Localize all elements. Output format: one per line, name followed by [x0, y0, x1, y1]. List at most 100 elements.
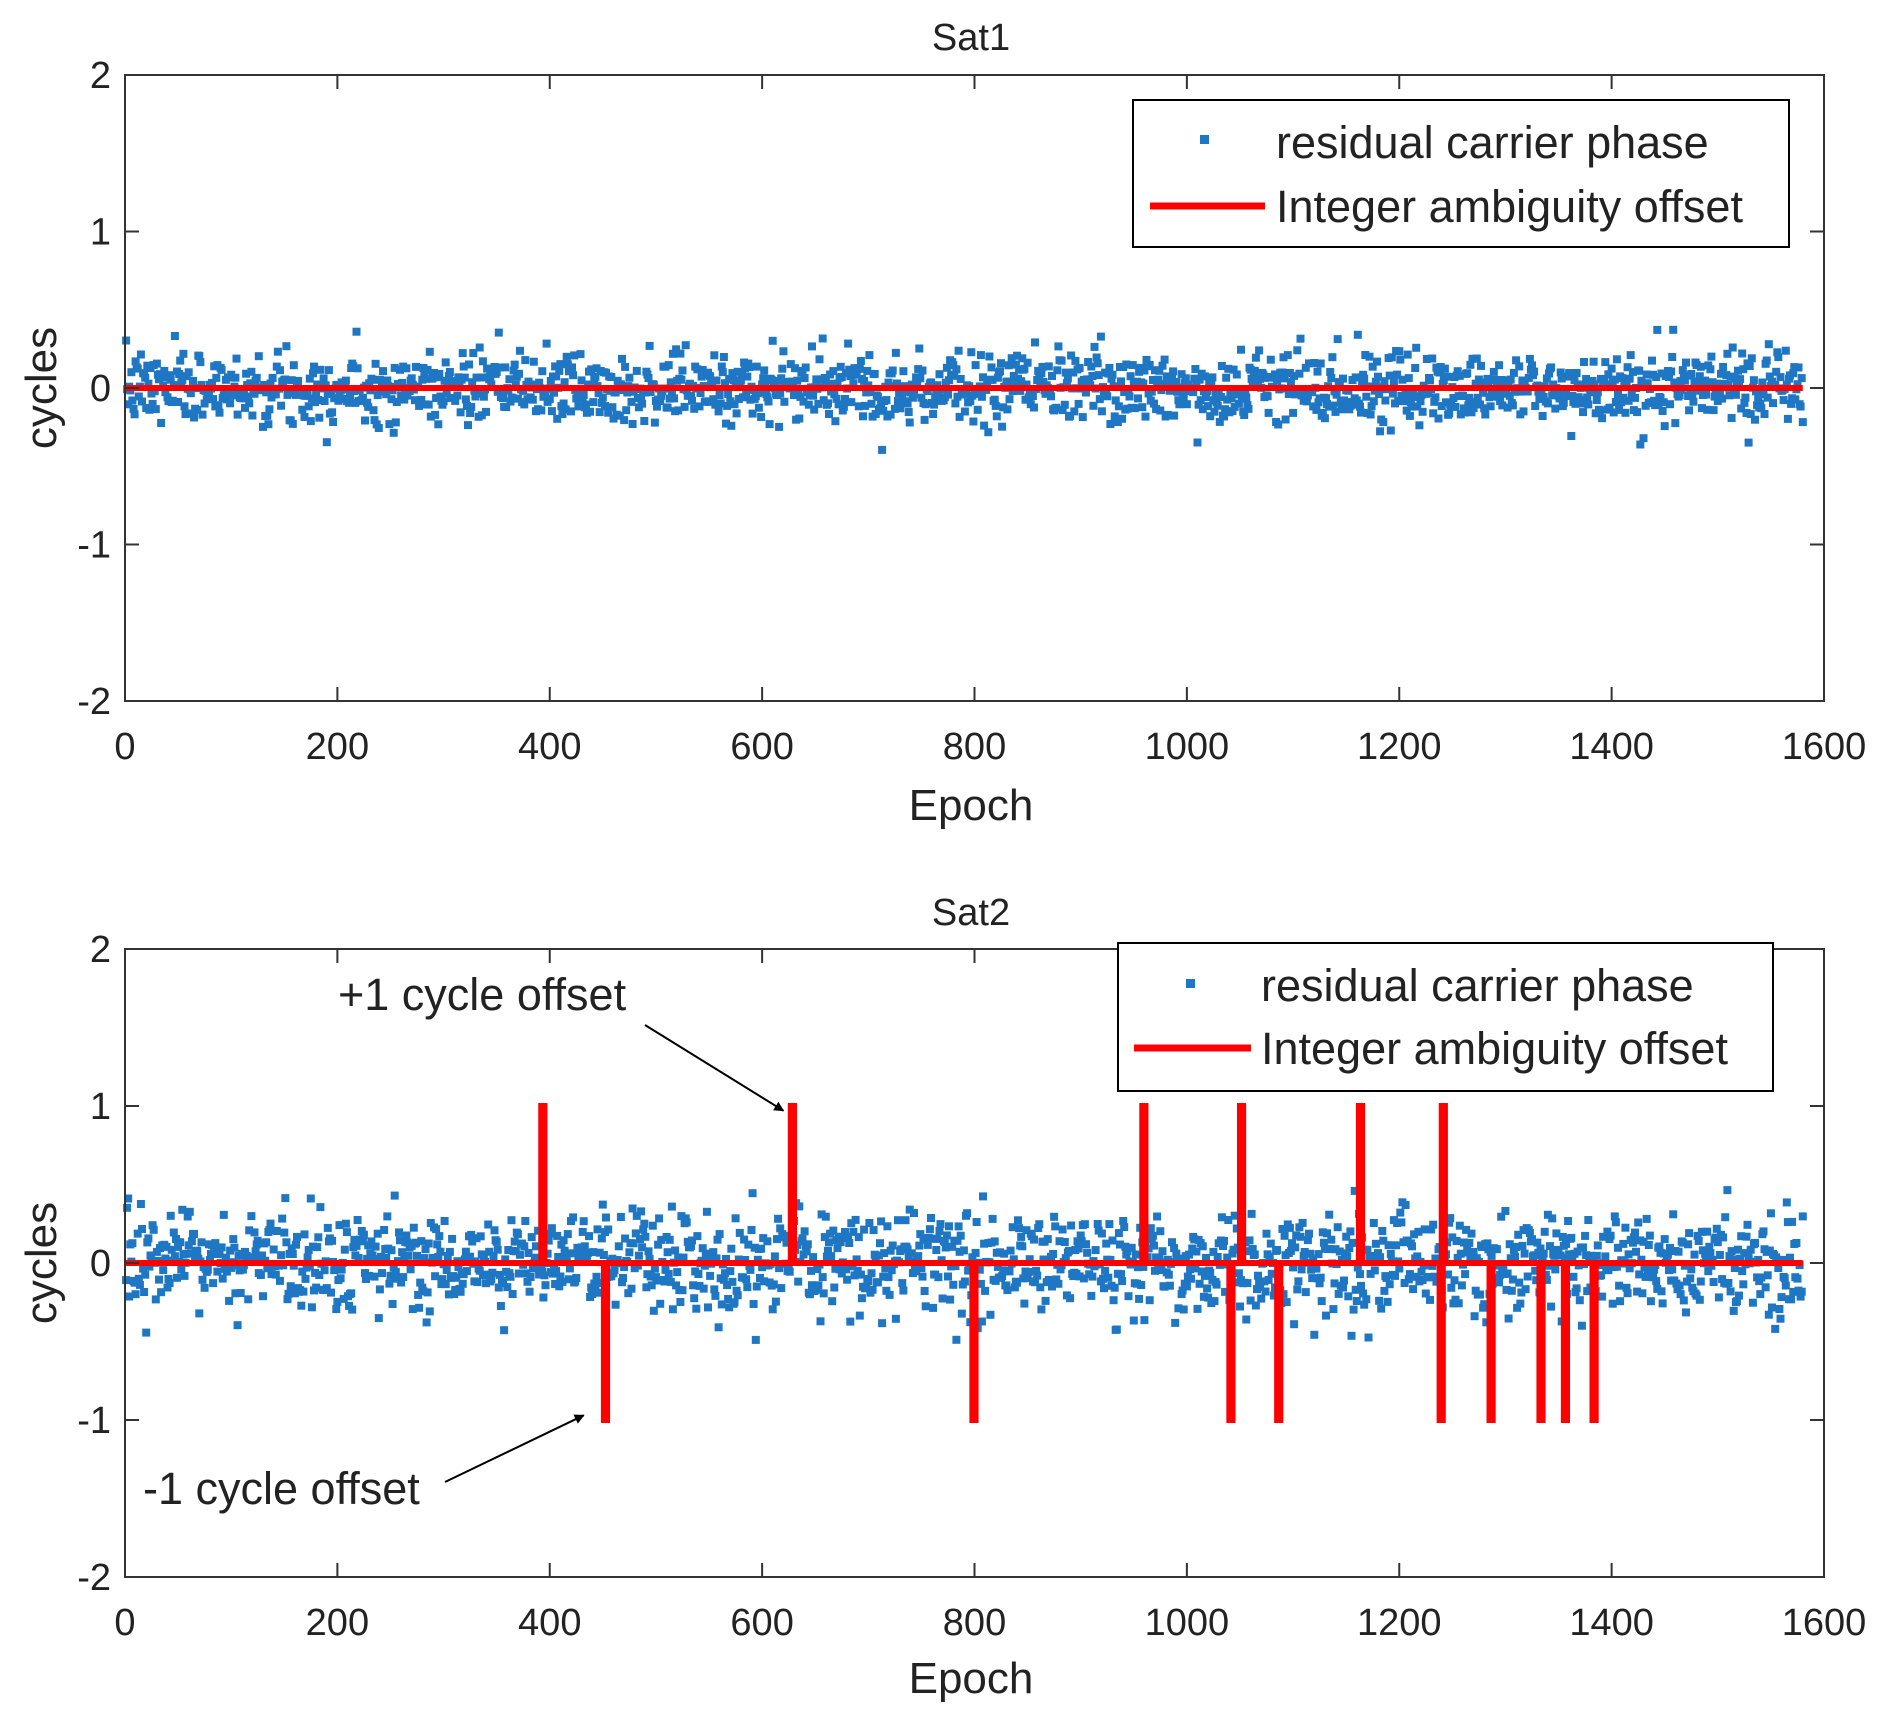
residual-point [432, 394, 441, 403]
residual-point [979, 1192, 987, 1201]
residual-point [1164, 1270, 1173, 1279]
sat2-x-axis-label: Epoch [909, 1654, 1034, 1703]
residual-point [1757, 404, 1766, 413]
residual-point [618, 354, 626, 363]
residual-point [422, 374, 431, 383]
residual-point [688, 396, 696, 405]
residual-point [614, 1242, 623, 1251]
residual-point [921, 400, 930, 409]
residual-point [1632, 1247, 1640, 1256]
residual-point [1251, 353, 1260, 362]
residual-point [1631, 393, 1639, 402]
residual-point [544, 1236, 553, 1245]
residual-point [1105, 1220, 1114, 1229]
residual-point [509, 366, 518, 375]
residual-point [398, 378, 407, 387]
residual-point [1118, 414, 1127, 423]
residual-point [993, 1262, 1002, 1271]
residual-point [1697, 404, 1706, 413]
residual-point [1447, 401, 1456, 410]
x-tick-label: 600 [730, 726, 793, 768]
residual-point [186, 1249, 195, 1258]
residual-point [1502, 1285, 1511, 1294]
residual-point [501, 1255, 510, 1264]
residual-point [1796, 1292, 1805, 1301]
residual-point [499, 394, 507, 402]
residual-point [863, 366, 872, 375]
residual-point [513, 394, 522, 403]
residual-point [468, 1237, 477, 1246]
residual-point [907, 1249, 916, 1258]
residual-point [311, 1268, 320, 1277]
residual-point [1246, 365, 1255, 374]
residual-point [1292, 1231, 1301, 1240]
residual-point [215, 1248, 224, 1257]
residual-point [640, 1219, 649, 1228]
residual-point [715, 391, 724, 399]
residual-point [1386, 1249, 1395, 1258]
residual-point [1228, 407, 1237, 416]
residual-point [1792, 1239, 1801, 1247]
residual-point [1552, 1229, 1561, 1238]
residual-point [370, 416, 379, 425]
residual-point [1273, 1246, 1282, 1254]
residual-point [1371, 377, 1380, 386]
residual-point [1721, 1213, 1730, 1222]
residual-point [761, 377, 770, 386]
residual-point [1020, 364, 1029, 373]
residual-point [127, 368, 136, 377]
residual-point [331, 1263, 340, 1272]
residual-point [209, 1279, 218, 1288]
residual-point [928, 1234, 936, 1243]
residual-point [1028, 392, 1037, 400]
residual-point [849, 379, 858, 388]
residual-point [763, 393, 772, 402]
residual-point [1523, 1272, 1532, 1281]
residual-point [196, 358, 205, 367]
residual-point [1657, 369, 1666, 378]
residual-point [267, 1270, 276, 1279]
residual-point [1082, 1240, 1090, 1249]
residual-point [1704, 1267, 1713, 1276]
residual-point [1242, 1315, 1251, 1324]
residual-point [1706, 1249, 1715, 1258]
residual-point [218, 1274, 227, 1283]
residual-point [1279, 353, 1288, 362]
residual-point [917, 1264, 926, 1273]
residual-point [829, 367, 838, 376]
residual-point [541, 1281, 550, 1290]
residual-point [592, 364, 601, 373]
residual-point [730, 1298, 739, 1307]
residual-point [329, 418, 338, 426]
residual-point [619, 1274, 627, 1282]
residual-point [775, 422, 784, 431]
residual-point [350, 1235, 359, 1244]
residual-point [316, 1203, 325, 1212]
residual-point [402, 364, 411, 373]
residual-point [795, 1202, 804, 1211]
x-tick-label: 400 [518, 726, 581, 768]
residual-point [297, 1301, 306, 1310]
residual-point [1202, 1253, 1210, 1262]
residual-point [1092, 353, 1101, 362]
residual-point [628, 1204, 637, 1213]
residual-point [403, 391, 412, 400]
residual-point [1316, 1273, 1325, 1282]
residual-point [1322, 394, 1330, 403]
residual-point [733, 1291, 742, 1300]
residual-point [1604, 370, 1613, 379]
residual-point [1621, 408, 1630, 417]
residual-point [888, 366, 897, 375]
residual-point [1470, 1312, 1479, 1321]
residual-point [1547, 363, 1556, 372]
residual-point [1037, 369, 1046, 378]
residual-point [229, 391, 238, 400]
residual-point [1229, 1245, 1238, 1254]
residual-point [1087, 362, 1096, 371]
residual-point [637, 394, 646, 403]
residual-point [1376, 1253, 1385, 1262]
residual-point [713, 1235, 722, 1244]
residual-point [550, 388, 558, 397]
residual-point [363, 398, 372, 407]
residual-point [441, 358, 450, 367]
